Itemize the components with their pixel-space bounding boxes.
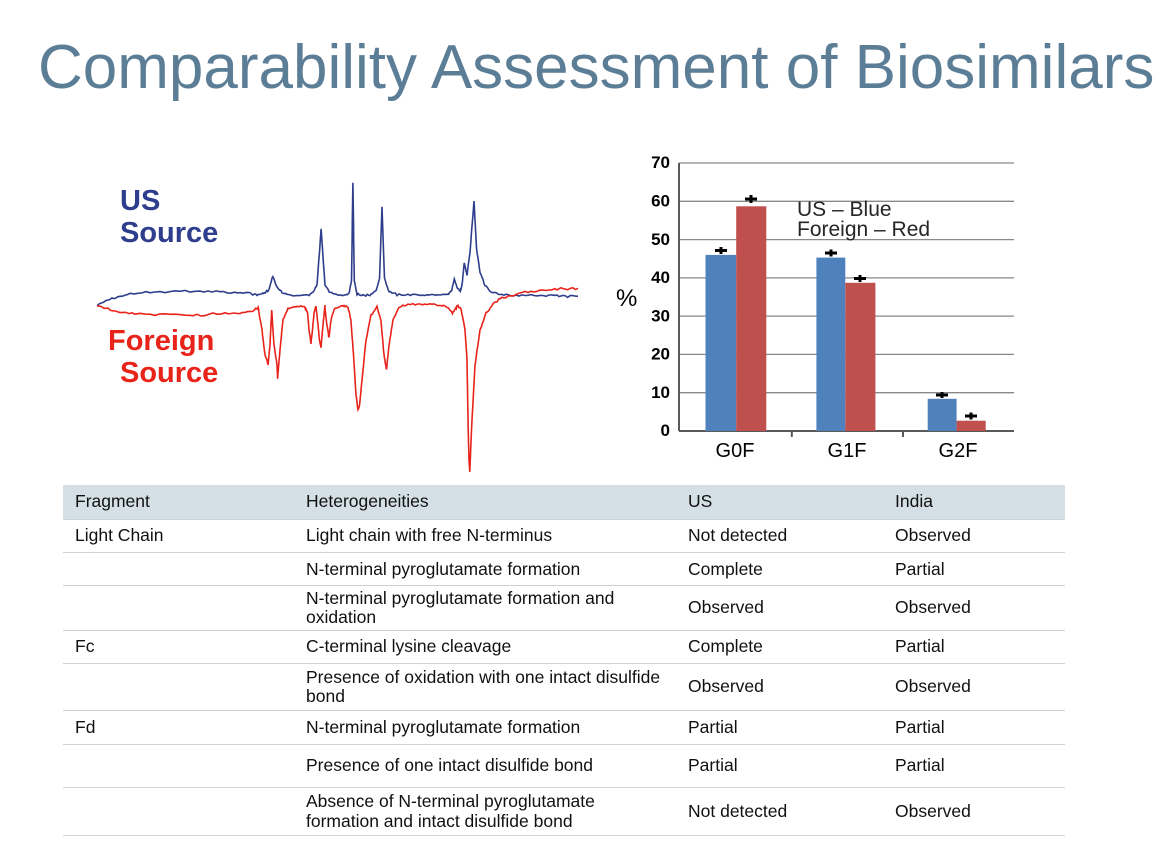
svg-text:0: 0 [661, 421, 670, 440]
svg-text:Foreign – Red: Foreign – Red [797, 218, 930, 241]
svg-text:60: 60 [651, 192, 670, 211]
svg-text:30: 30 [651, 306, 670, 325]
svg-text:40: 40 [651, 268, 670, 287]
svg-text:70: 70 [651, 153, 670, 172]
svg-text:50: 50 [651, 230, 670, 249]
svg-text:G2F: G2F [939, 440, 978, 462]
svg-text:20: 20 [651, 345, 670, 364]
svg-text:%: % [616, 285, 637, 312]
svg-text:G1F: G1F [828, 440, 867, 462]
svg-text:G0F: G0F [716, 440, 755, 462]
svg-text:10: 10 [651, 383, 670, 402]
